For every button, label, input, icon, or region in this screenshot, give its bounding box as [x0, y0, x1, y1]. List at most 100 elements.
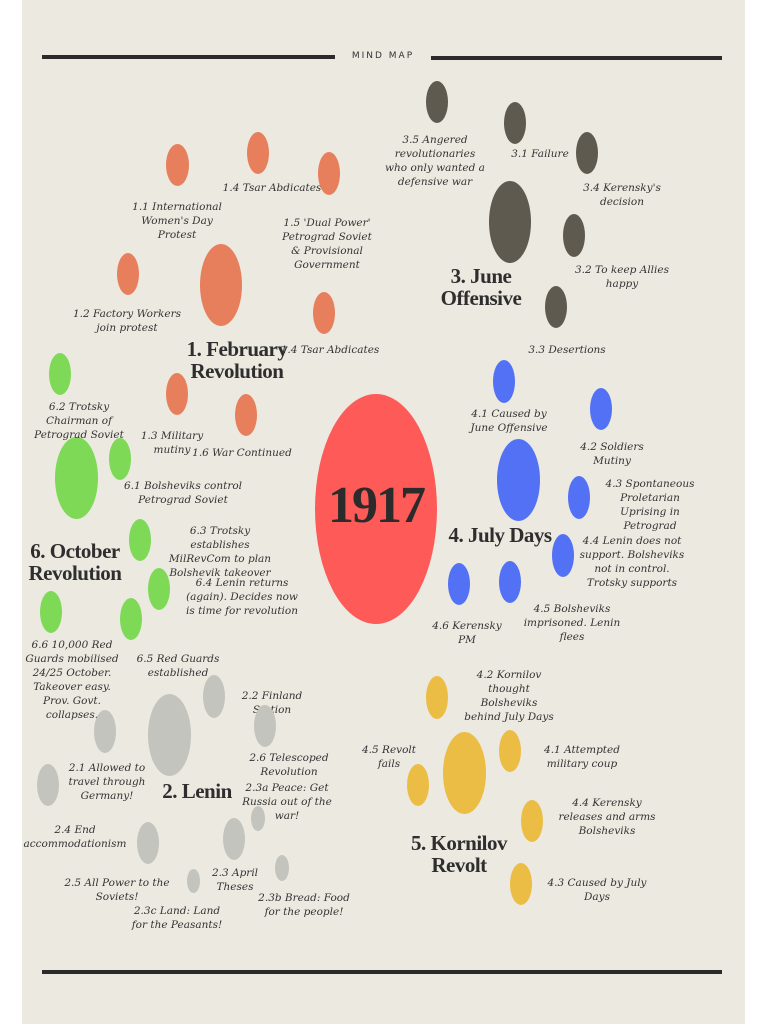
february-label-1-3: 1.3 Military mutiny	[140, 430, 204, 456]
lenin-label-2-3b: 2.3b Bread: Food for the people!	[258, 892, 350, 918]
february-title-line2: Revolution	[190, 359, 284, 383]
center-title: 1917	[328, 477, 426, 534]
october-node-6-6	[40, 591, 62, 633]
october-label-6-1: 6.1 Bolsheviks control Petrograd Soviet	[123, 480, 243, 506]
lenin-node-2-5	[137, 822, 159, 864]
lenin-node-2-6	[254, 705, 276, 747]
february-title-line1: February	[206, 337, 288, 361]
july-label-4-4: 4.4 Lenin does not support. Bolsheviks n…	[579, 535, 685, 589]
february-label-1-2: 1.2 Factory Workers join protest	[73, 308, 181, 334]
october-hub-node	[55, 437, 98, 519]
october-title-line1: 6. October	[30, 539, 120, 563]
february-label-1-5: 1.5 'Dual Power' Petrograd Soviet & Prov…	[282, 217, 372, 271]
lenin-node-2-3b	[275, 855, 289, 881]
february-node-1-6	[235, 394, 257, 436]
kornilov-label-4-3: 4.3 Caused by July Days	[547, 877, 647, 903]
october-title-line2: Revolution	[28, 561, 122, 585]
june-hub-node	[489, 181, 531, 263]
february-node-1-1	[166, 144, 189, 186]
june-label-3-1: 3.1 Failure	[511, 148, 569, 160]
october-label-6-2: 6.2 Trotsky Chairman of Petrograd Soviet	[34, 401, 124, 441]
lenin-node-2-3	[223, 818, 245, 860]
february-node-1-4b	[313, 292, 335, 334]
october-label-6-4: 6.4 Lenin returns (again). Decides now i…	[185, 577, 298, 617]
october-node-6-5	[120, 598, 142, 640]
june-title-line1: 3. June	[450, 264, 512, 288]
february-label-1-6: 1.6 War Continued	[192, 447, 292, 459]
kornilov-title: 5. Kornilov Revolt	[402, 832, 516, 876]
kornilov-label-4-5: 4.5 Revolt fails	[362, 744, 416, 770]
lenin-label-2-3a: 2.3a Peace: Get Russia out of the war!	[242, 782, 332, 822]
july-label-4-3: 4.3 Spontaneous Proletarian Uprising in …	[605, 478, 695, 532]
kornilov-node-4-4	[521, 800, 543, 842]
february-node-1-3	[166, 373, 188, 415]
february-node-1-4a	[247, 132, 269, 174]
lenin-label-2-6: 2.6 Telescoped Revolution	[249, 752, 329, 778]
october-node-6-4	[148, 568, 170, 610]
lenin-node-2-3a	[251, 806, 265, 831]
lenin-label-2-4: 2.4 End accommodationism	[23, 824, 127, 850]
header-rule-left	[42, 55, 335, 59]
february-hub-node	[200, 244, 242, 326]
june-label-3-3: 3.3 Desertions	[528, 344, 606, 356]
july-node-4-5	[499, 561, 521, 603]
february-title: 1. February Revolution	[172, 338, 302, 382]
june-label-3-5: 3.5 Angered revolutionaries who only wan…	[385, 134, 485, 188]
lenin-label-2-3c: 2.3c Land: Land for the Peasants!	[131, 905, 223, 931]
february-label-1-4b: 1.4 Tsar Abdicates	[280, 344, 380, 356]
february-node-1-5	[318, 152, 340, 195]
july-node-4-3	[568, 476, 590, 519]
october-label-6-3: 6.3 Trotsky establishes MilRevCom to pla…	[168, 525, 272, 579]
lenin-label-2-5: 2.5 All Power to the Soviets!	[64, 877, 170, 903]
july-node-4-4	[552, 534, 574, 577]
header-title: MIND MAP	[351, 51, 415, 61]
june-node-3-3	[545, 286, 567, 328]
kornilov-title-line1: 5. Kornilov	[410, 831, 508, 855]
july-label-4-2: 4.2 Soldiers Mutiny	[580, 441, 644, 467]
july-node-4-1	[493, 360, 515, 403]
kornilov-node-4-1	[499, 730, 521, 772]
july-node-4-2	[590, 388, 612, 430]
june-node-3-2	[563, 214, 585, 257]
july-label-4-1: 4.1 Caused by June Offensive	[470, 408, 548, 434]
kornilov-hub-node	[443, 732, 486, 814]
july-hub-node	[497, 439, 540, 521]
lenin-node-2-2	[203, 675, 225, 718]
july-node-4-6	[448, 563, 470, 605]
lenin-hub-node	[148, 694, 191, 776]
october-node-6-3	[129, 519, 151, 561]
july-title: 4. July Days	[448, 523, 552, 547]
kornilov-node-4-2	[426, 676, 448, 719]
june-node-3-1	[504, 102, 526, 144]
footer-rule	[42, 970, 722, 974]
kornilov-label-4-4: 4.4 Kerensky releases and arms Bolshevik…	[558, 797, 656, 837]
october-label-6-5: 6.5 Red Guards established	[136, 653, 220, 679]
header-rule-right	[431, 56, 722, 60]
kornilov-node-4-5	[407, 764, 429, 806]
lenin-node-2-3c	[187, 869, 200, 893]
kornilov-label-4-2: 4.2 Kornilov thought Bolsheviks behind J…	[464, 669, 554, 723]
october-node-6-1	[109, 438, 131, 480]
june-title-line2: Offensive	[440, 286, 522, 310]
july-label-4-6: 4.6 Kerensky PM	[432, 620, 502, 646]
february-node-1-2	[117, 253, 139, 295]
june-label-3-4: 3.4 Kerensky's decision	[583, 182, 661, 208]
july-label-4-5: 4.5 Bolsheviks imprisoned. Lenin flees	[523, 603, 621, 643]
center-node	[315, 394, 437, 624]
june-title: 3. June Offensive	[422, 265, 540, 309]
mind-map-page: MIND MAP 1917 1. February Revolution 1.1…	[22, 0, 745, 1024]
lenin-label-2-1: 2.1 Allowed to travel through Germany!	[68, 762, 146, 802]
june-node-3-5	[426, 81, 448, 123]
february-label-1-1: 1.1 International Women's Day Protest	[132, 201, 222, 241]
february-title-num: 1.	[186, 337, 202, 361]
june-label-3-2: 3.2 To keep Allies happy	[575, 264, 669, 290]
lenin-node-2-4	[37, 764, 59, 806]
kornilov-title-line2: Revolt	[431, 853, 487, 877]
february-label-1-4a: 1.4 Tsar Abdicates	[222, 182, 322, 194]
kornilov-node-4-3	[510, 863, 532, 905]
kornilov-label-4-1: 4.1 Attempted military coup	[544, 744, 620, 770]
october-title: 6. October Revolution	[22, 540, 128, 584]
october-label-6-6: 6.6 10,000 Red Guards mobilised 24/25 Oc…	[25, 639, 119, 721]
lenin-label-2-3: 2.3 April Theses	[211, 867, 259, 893]
lenin-node-2-1	[94, 710, 116, 753]
